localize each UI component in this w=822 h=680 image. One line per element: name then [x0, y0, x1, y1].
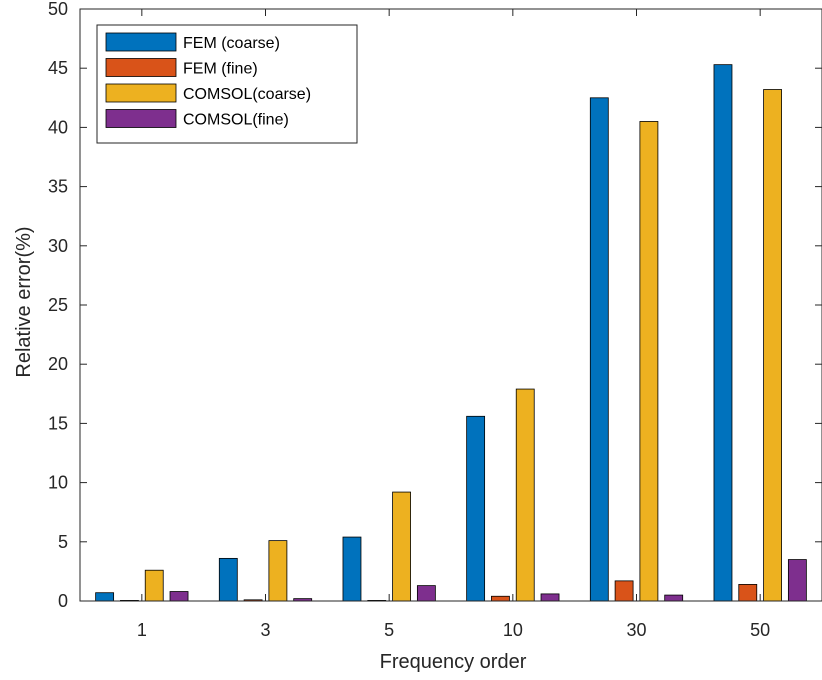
legend-label: COMSOL(fine)	[183, 112, 289, 129]
legend: FEM (coarse) FEM (fine) COMSOL(coarse) COMS…	[96, 24, 358, 144]
legend-label: FEM (coarse)	[183, 35, 280, 52]
y-tick-label: 30	[48, 236, 68, 256]
legend-label: COMSOL(coarse)	[183, 86, 311, 103]
y-axis-label: Relative error(%)	[13, 226, 35, 377]
y-tick-label: 5	[58, 532, 68, 552]
bar-fem-coarse--5	[342, 536, 362, 602]
bar-comsol-coarse--50	[763, 89, 782, 602]
x-tick-label: 50	[750, 620, 770, 640]
y-tick-label: 15	[48, 413, 68, 433]
bar-comsol-fine--5	[416, 585, 436, 602]
bar-comsol-coarse--10	[515, 388, 535, 602]
bar-comsol-fine--30	[664, 594, 684, 602]
x-tick-label: 3	[260, 620, 270, 640]
bar-comsol-fine--1	[169, 591, 189, 602]
bar-comsol-coarse--30	[639, 121, 659, 602]
bar-fem-fine--50	[738, 584, 758, 602]
x-tick-label: 10	[503, 620, 523, 640]
y-tick-label: 45	[48, 58, 68, 78]
bar-comsol-coarse--5	[392, 491, 411, 602]
legend-swatch	[105, 83, 177, 103]
x-tick-label: 1	[137, 620, 147, 640]
bar-comsol-coarse--3	[268, 540, 288, 602]
bar-fem-coarse--1	[95, 592, 115, 602]
y-tick-label: 0	[58, 591, 68, 611]
x-tick-label: 30	[626, 620, 646, 640]
bar-fem-coarse--10	[466, 415, 486, 602]
y-tick-label: 50	[48, 0, 68, 19]
bar-comsol-coarse--1	[144, 569, 164, 602]
y-tick-label: 10	[48, 473, 68, 493]
legend-swatch	[105, 109, 177, 128]
bar-fem-coarse--3	[218, 557, 238, 602]
x-tick-label: 5	[384, 620, 394, 640]
bar-fem-coarse--50	[713, 64, 733, 602]
y-tick-label: 40	[48, 117, 68, 137]
bar-fem-coarse--30	[589, 97, 609, 602]
legend-swatch	[105, 32, 177, 52]
y-tick-label: 25	[48, 295, 68, 315]
y-tick-label: 35	[48, 177, 68, 197]
legend-swatch	[105, 58, 177, 77]
plot-area	[95, 64, 807, 602]
legend-label: FEM (fine)	[183, 61, 258, 78]
bar-comsol-fine--10	[540, 593, 560, 602]
bar-comsol-fine--50	[787, 559, 807, 602]
bar-fem-fine--30	[614, 580, 634, 602]
y-tick-label: 20	[48, 354, 68, 374]
x-axis-label: Frequency order	[380, 651, 527, 673]
bar-fem-fine--10	[491, 595, 510, 602]
